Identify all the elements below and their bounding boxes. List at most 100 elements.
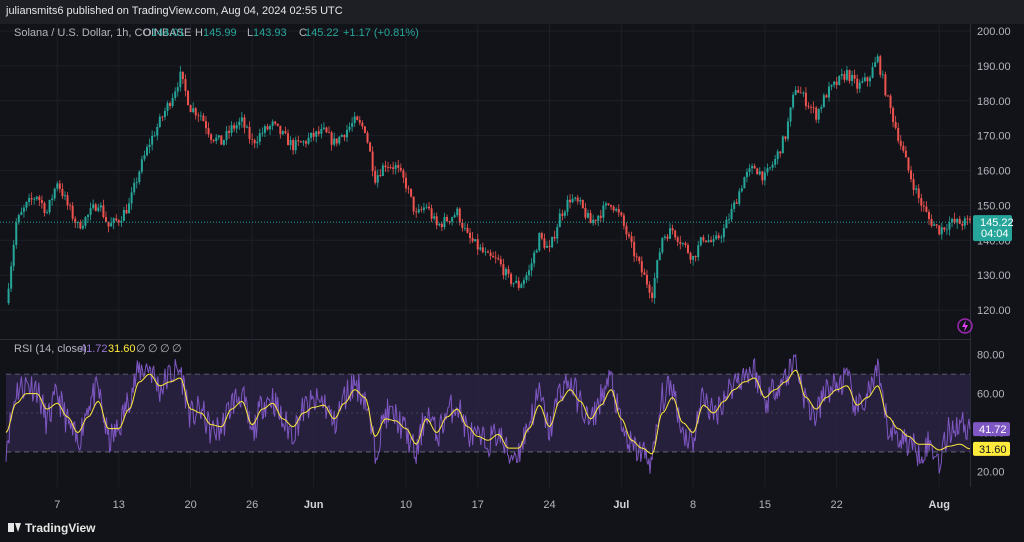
candle-body	[43, 203, 46, 213]
candle-body	[958, 218, 961, 224]
ohlc-key: L	[247, 27, 253, 39]
candle-body	[761, 171, 764, 181]
candle-body	[148, 144, 151, 148]
candle-body	[384, 165, 387, 168]
x-tick-label: Aug	[929, 499, 950, 511]
candle-body	[825, 95, 828, 98]
candle-body	[840, 74, 843, 76]
candle-body	[456, 208, 459, 216]
candle-body	[535, 250, 538, 253]
candle-body	[371, 151, 374, 171]
price-tick-label: 130.00	[977, 270, 1011, 282]
rsi-hidden-input: ∅	[160, 343, 170, 355]
candle-body	[251, 139, 254, 140]
rsi-hidden-input: ∅	[172, 343, 182, 355]
candle-body	[379, 175, 382, 176]
candle-body	[589, 212, 592, 224]
candle-body	[786, 121, 789, 139]
candle-body	[287, 133, 290, 146]
candle-body	[879, 56, 882, 75]
candle-body	[412, 196, 415, 212]
candle-body	[407, 188, 410, 190]
candle-body	[743, 177, 746, 189]
candle-body	[228, 130, 231, 133]
candle-body	[804, 92, 807, 106]
candle-body	[925, 206, 928, 212]
alert-bolt-icon[interactable]	[957, 318, 973, 334]
rsi-tick-label: 60.00	[977, 389, 1005, 401]
candle-body	[387, 167, 390, 169]
candle-body	[520, 284, 523, 288]
candle-body	[328, 132, 331, 134]
candle-body	[845, 70, 848, 80]
candle-body	[740, 188, 743, 192]
candle-body	[56, 183, 59, 189]
candle-body	[799, 92, 802, 94]
candle-body	[71, 205, 74, 219]
candle-body	[310, 132, 313, 138]
candle-body	[935, 224, 938, 226]
candle-body	[263, 126, 266, 133]
rsi-legend-ma: 31.60	[108, 343, 136, 355]
candle-body	[704, 240, 707, 242]
candle-body	[181, 71, 184, 80]
candle-body	[420, 209, 423, 210]
candle-body	[392, 167, 395, 169]
candle-body	[815, 107, 818, 120]
candle-body	[192, 108, 195, 113]
candle-body	[638, 257, 641, 262]
candle-body	[538, 233, 541, 251]
candle-body	[558, 213, 561, 228]
candle-body	[494, 257, 497, 259]
candle-body	[428, 206, 431, 209]
candle-body	[187, 90, 190, 106]
candle-body	[217, 135, 220, 138]
candle-body	[533, 252, 536, 264]
candle-body	[602, 205, 605, 218]
candle-body	[297, 140, 300, 142]
last-price-value: 145.22	[980, 217, 1014, 229]
candle-body	[863, 77, 866, 82]
candle-body	[163, 110, 166, 118]
candle-body	[551, 236, 554, 248]
candle-body	[317, 131, 320, 134]
candle-body	[394, 165, 397, 169]
candle-body	[758, 171, 761, 175]
candle-body	[84, 217, 87, 226]
candle-body	[625, 225, 628, 235]
candle-body	[643, 272, 646, 275]
candle-body	[574, 197, 577, 199]
candle-body	[425, 206, 428, 208]
candle-body	[735, 202, 738, 204]
candle-body	[438, 223, 441, 226]
candle-body	[104, 217, 107, 222]
price-pane[interactable]	[0, 24, 1024, 338]
price-tick-label: 120.00	[977, 305, 1011, 317]
ohlc-value: 145.99	[203, 27, 237, 39]
candle-body	[666, 236, 669, 239]
candle-body	[212, 139, 215, 142]
candles	[7, 53, 971, 305]
candle-body	[497, 258, 500, 260]
candle-body	[94, 204, 97, 211]
candle-body	[853, 74, 856, 79]
candle-body	[827, 86, 830, 98]
trading-chart[interactable]: 7 13 20 26 Jun 10 17 24 Jul 8 15 22 Aug 120.00 130.00 1…	[0, 0, 1024, 514]
candle-body	[861, 81, 864, 83]
candle-body	[289, 140, 292, 146]
candle-body	[628, 234, 631, 237]
x-tick-label: Jul	[613, 499, 629, 511]
candle-body	[835, 81, 838, 85]
price-tick-label: 150.00	[977, 200, 1011, 212]
candle-body	[522, 280, 525, 285]
price-tick-label: 200.00	[977, 26, 1011, 38]
candle-body	[699, 237, 702, 246]
candle-body	[858, 82, 861, 89]
candle-body	[597, 215, 600, 221]
x-tick-label: 17	[472, 499, 484, 511]
candle-body	[248, 126, 251, 140]
candle-body	[569, 199, 572, 203]
candle-body	[122, 210, 125, 221]
candle-body	[399, 167, 402, 171]
candle-body	[35, 196, 38, 199]
